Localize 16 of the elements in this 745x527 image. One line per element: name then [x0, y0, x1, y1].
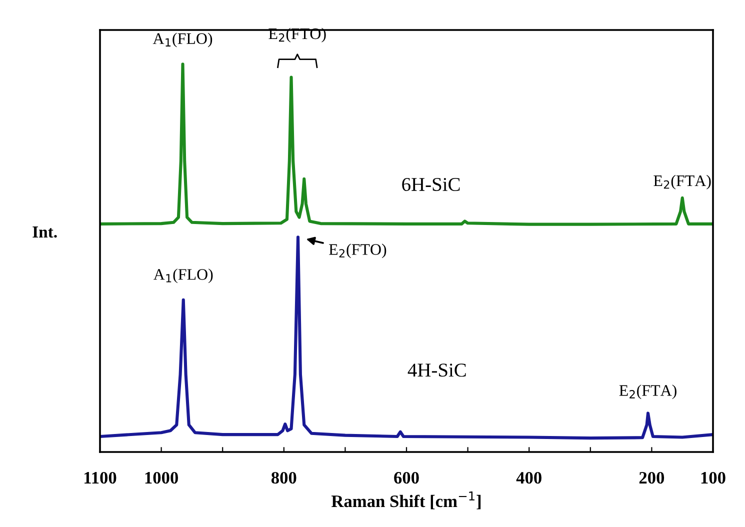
x-tick-label: 200: [639, 472, 664, 484]
y-axis-title: Int.: [32, 226, 57, 238]
text: 4H-SiC: [408, 364, 466, 377]
x-tick-label: 1000: [145, 472, 178, 484]
annotation: E$_{2}$(FTO): [329, 244, 386, 258]
annotation: A$_{1}$(FLO): [152, 32, 212, 48]
annotation: E$_{2}$(FTA): [619, 384, 676, 400]
x-tick-label: 400: [516, 472, 542, 484]
x-tick-label: 100: [701, 472, 726, 484]
x-tick-label: 600: [394, 472, 419, 484]
annotation: E$_{2}$(FTA): [654, 174, 711, 190]
series-label: 6H-SiC: [402, 178, 460, 192]
x-tick-label: 800: [271, 472, 296, 484]
annotation: A$_{1}$(FLO): [153, 268, 213, 284]
x-axis-title: Raman Shift [cm$^{−1}$]: [331, 491, 481, 510]
x-tick-label: 1100: [84, 472, 116, 484]
